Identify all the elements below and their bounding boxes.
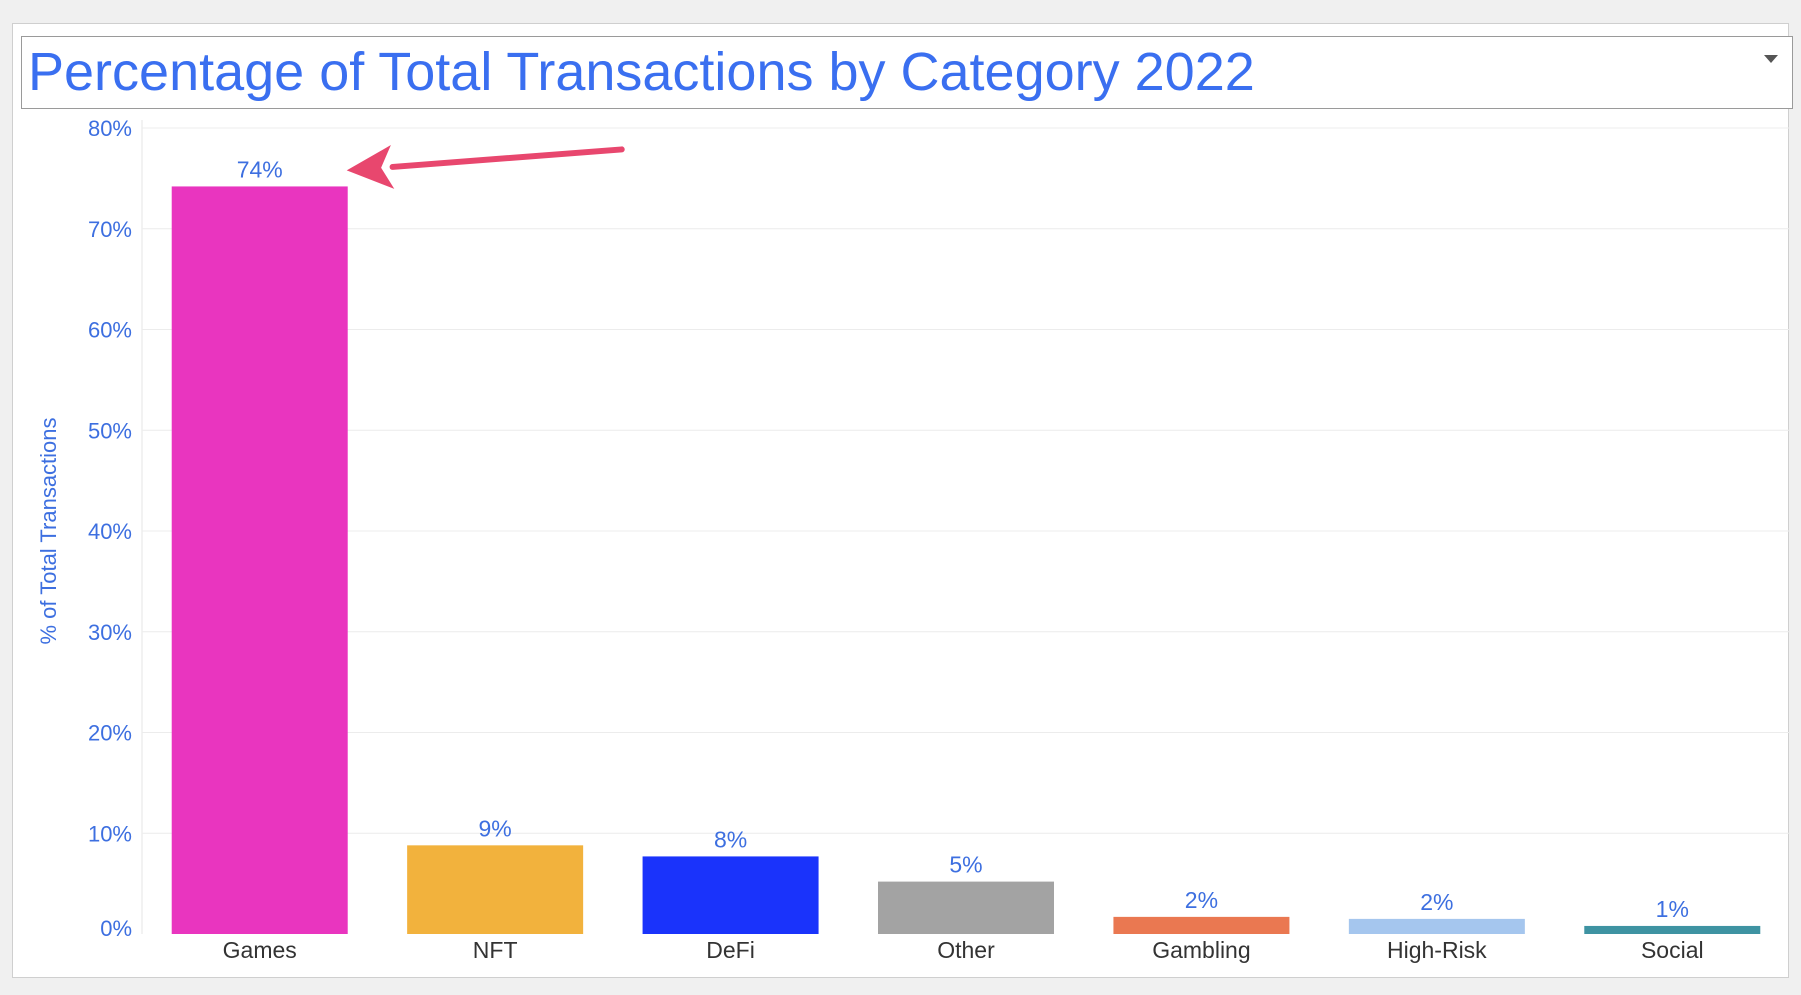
x-tick-label: Games: [223, 937, 297, 963]
y-tick-label: 70%: [88, 217, 132, 242]
y-tick-label: 30%: [88, 620, 132, 645]
arrow-head: [346, 145, 395, 189]
y-axis-title: % of Total Transactions: [36, 417, 61, 644]
data-label: 1%: [1656, 896, 1689, 922]
x-axis-ticks: Games NFT DeFi Other Gambling High-Risk Social: [223, 937, 1704, 963]
y-tick-label: 50%: [88, 418, 132, 443]
bar-gambling: [1113, 916, 1290, 934]
y-tick-label: 0%: [100, 916, 132, 941]
bar-nft: [407, 845, 584, 934]
data-label: 8%: [714, 826, 747, 852]
gridlines: [141, 120, 1790, 934]
title-bar: Percentage of Total Transactions by Cate…: [21, 36, 1793, 109]
y-tick-label: 20%: [88, 721, 132, 746]
bar-defi: [642, 856, 819, 934]
chart-title: Percentage of Total Transactions by Cate…: [28, 42, 1255, 102]
y-tick-label: 60%: [88, 318, 132, 343]
data-label: 5%: [949, 852, 982, 878]
x-tick-label: Social: [1641, 937, 1704, 963]
x-tick-label: High-Risk: [1387, 937, 1487, 963]
data-label: 74%: [237, 156, 283, 182]
x-tick-label: Gambling: [1152, 937, 1250, 963]
annotations: [346, 145, 625, 189]
x-tick-label: NFT: [473, 937, 518, 963]
data-label: 2%: [1420, 889, 1453, 915]
data-labels: 74% 9% 8% 5% 2% 2% 1%: [237, 156, 1689, 922]
data-label: 9%: [479, 815, 512, 841]
x-tick-label: DeFi: [706, 937, 755, 963]
y-tick-label: 80%: [88, 116, 132, 141]
chevron-down-icon[interactable]: [1764, 55, 1778, 63]
x-tick-label: Other: [937, 937, 995, 963]
y-axis-ticks: 0% 10% 20% 30% 40% 50% 60% 70% 80%: [88, 116, 132, 941]
bars: [171, 186, 1761, 934]
arrow-shaft: [389, 146, 625, 170]
bar-social: [1584, 925, 1761, 934]
y-tick-label: 10%: [88, 821, 132, 846]
bar-other: [878, 881, 1054, 934]
bar-high-risk: [1348, 918, 1525, 934]
bar-games: [171, 186, 348, 934]
data-label: 2%: [1185, 887, 1218, 913]
y-tick-label: 40%: [88, 519, 132, 544]
